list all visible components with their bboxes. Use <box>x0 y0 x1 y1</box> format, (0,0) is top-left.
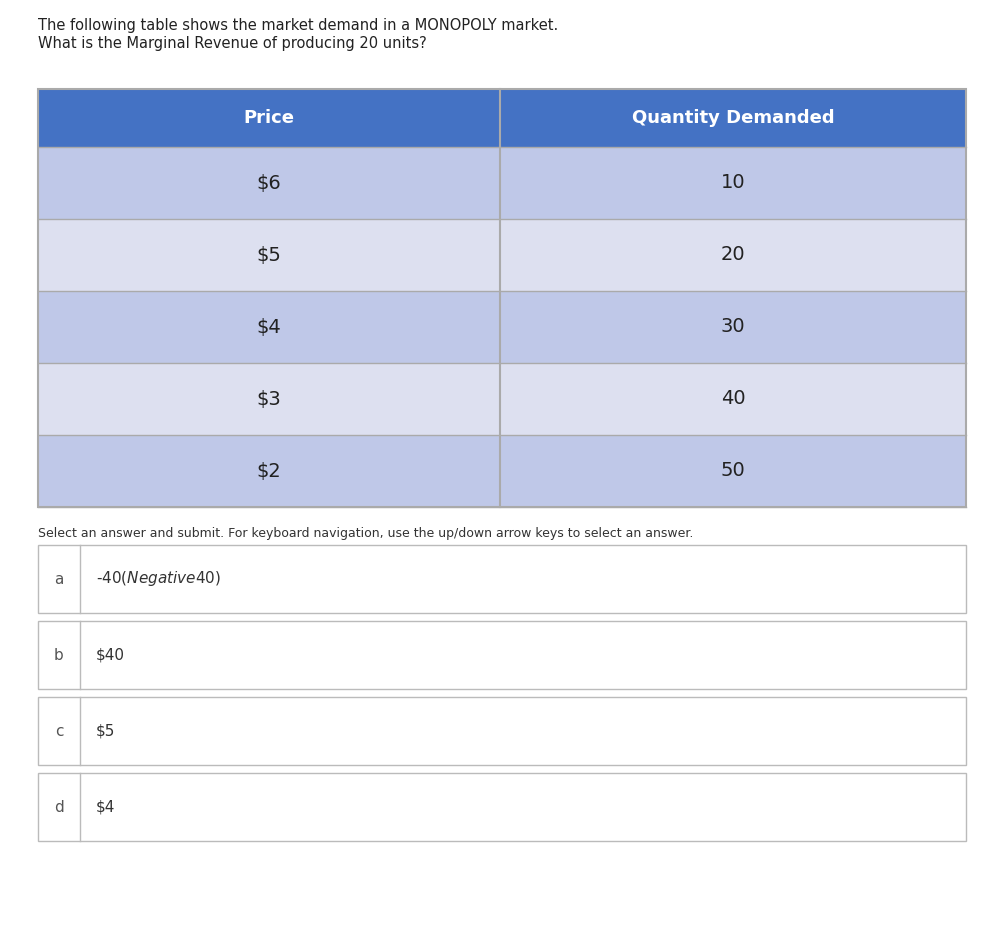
Text: $5: $5 <box>96 723 115 738</box>
Text: Quantity Demanded: Quantity Demanded <box>631 109 833 127</box>
Text: a: a <box>54 571 63 586</box>
Text: $2: $2 <box>257 462 281 480</box>
Text: The following table shows the market demand in a MONOPOLY market.: The following table shows the market dem… <box>38 18 558 33</box>
Bar <box>38 291 965 363</box>
Bar <box>38 363 965 435</box>
Text: $40: $40 <box>96 648 125 663</box>
Text: $5: $5 <box>257 245 281 264</box>
Text: c: c <box>55 723 63 738</box>
Text: 30: 30 <box>720 317 744 336</box>
Bar <box>38 89 965 507</box>
Text: 50: 50 <box>720 462 744 480</box>
Text: $3: $3 <box>257 390 281 409</box>
Bar <box>38 697 965 765</box>
Text: 10: 10 <box>720 174 744 193</box>
Text: 40: 40 <box>720 390 744 409</box>
Text: Price: Price <box>244 109 294 127</box>
Text: $6: $6 <box>257 174 281 193</box>
Text: 20: 20 <box>720 245 744 264</box>
Bar <box>38 219 965 291</box>
Bar <box>38 773 965 841</box>
Text: d: d <box>54 800 64 815</box>
Text: What is the Marginal Revenue of producing 20 units?: What is the Marginal Revenue of producin… <box>38 36 426 51</box>
Bar <box>38 435 965 507</box>
Bar <box>38 147 965 219</box>
Text: b: b <box>54 648 64 663</box>
Text: $4: $4 <box>96 800 115 815</box>
Text: $4: $4 <box>257 317 281 336</box>
Bar <box>38 89 965 147</box>
Bar <box>38 545 965 613</box>
Bar <box>38 621 965 689</box>
Text: -$40 (Negative $40): -$40 (Negative $40) <box>96 569 221 588</box>
Text: Select an answer and submit. For keyboard navigation, use the up/down arrow keys: Select an answer and submit. For keyboar… <box>38 527 693 540</box>
